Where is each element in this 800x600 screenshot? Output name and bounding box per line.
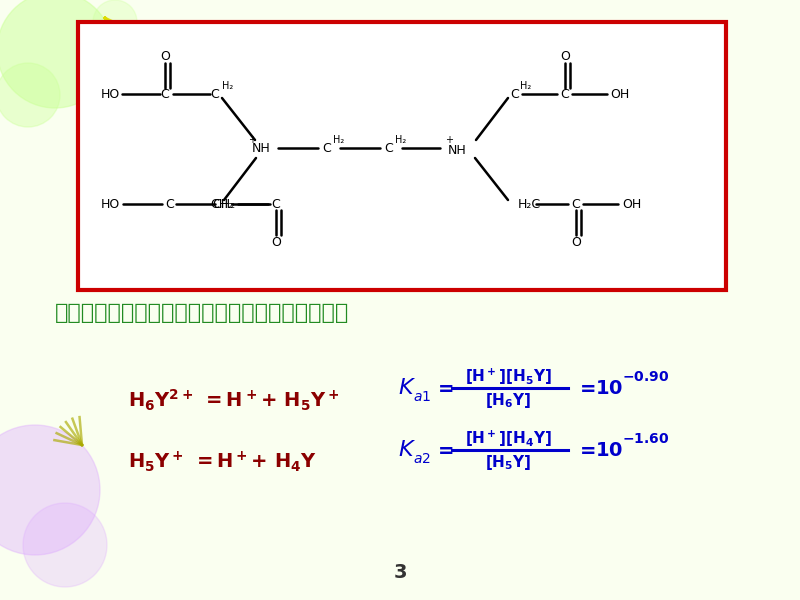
- Text: $\mathbf{[H^+][H_5Y]}$: $\mathbf{[H^+][H_5Y]}$: [465, 367, 551, 387]
- Text: NH: NH: [448, 143, 466, 157]
- Text: CH₂: CH₂: [210, 197, 234, 211]
- Text: $\mathbf{-0.90}$: $\mathbf{-0.90}$: [622, 370, 670, 384]
- Text: H₂: H₂: [520, 81, 531, 91]
- Text: $\mathit{a1}$: $\mathit{a1}$: [413, 390, 431, 404]
- Text: $\mathbf{-1.60}$: $\mathbf{-1.60}$: [622, 432, 670, 446]
- Text: $\mathbf{10}$: $\mathbf{10}$: [595, 379, 623, 397]
- Circle shape: [0, 63, 60, 127]
- FancyBboxPatch shape: [78, 22, 726, 290]
- Text: $\mathbf{[H^+][H_4Y]}$: $\mathbf{[H^+][H_4Y]}$: [465, 429, 551, 449]
- Text: C: C: [322, 142, 331, 154]
- Text: C: C: [272, 197, 280, 211]
- Text: +: +: [445, 135, 453, 145]
- Text: C: C: [210, 88, 219, 100]
- Text: C: C: [385, 142, 394, 154]
- Text: O: O: [571, 235, 581, 248]
- Text: 在水溶液中存在有六级离解平衡和七种存在形式：: 在水溶液中存在有六级离解平衡和七种存在形式：: [55, 303, 350, 323]
- Text: C: C: [161, 88, 170, 100]
- Text: C: C: [561, 88, 570, 100]
- Text: $\mathbf{=}$: $\mathbf{=}$: [434, 379, 454, 397]
- Circle shape: [0, 425, 100, 555]
- Text: CH₂: CH₂: [213, 197, 235, 211]
- Text: O: O: [271, 235, 281, 248]
- Text: H₂C: H₂C: [518, 197, 541, 211]
- Text: +: +: [248, 135, 256, 145]
- Circle shape: [93, 0, 137, 44]
- Text: NH: NH: [252, 142, 270, 155]
- Text: $\mathbf{H_6Y^{2+}\ =H^+\!+\,H_5Y^+}$: $\mathbf{H_6Y^{2+}\ =H^+\!+\,H_5Y^+}$: [128, 388, 339, 413]
- Text: OH: OH: [622, 197, 642, 211]
- Text: $\mathbf{=}$: $\mathbf{=}$: [576, 379, 596, 397]
- Text: HO: HO: [100, 88, 120, 100]
- Text: OH: OH: [610, 88, 630, 100]
- Text: C: C: [510, 88, 519, 100]
- Text: O: O: [160, 49, 170, 62]
- Text: $\mathit{a2}$: $\mathit{a2}$: [413, 452, 431, 466]
- Text: $\mathbf{=}$: $\mathbf{=}$: [434, 440, 454, 460]
- Text: H₂: H₂: [395, 135, 406, 145]
- Circle shape: [23, 503, 107, 587]
- Text: $\mathit{K}$: $\mathit{K}$: [398, 440, 416, 460]
- Text: O: O: [560, 49, 570, 62]
- Text: $\mathbf{[H_6Y]}$: $\mathbf{[H_6Y]}$: [485, 391, 531, 409]
- Text: $\mathit{K}$: $\mathit{K}$: [398, 378, 416, 398]
- Text: HO: HO: [100, 197, 120, 211]
- Text: H₂: H₂: [333, 135, 344, 145]
- Text: $\mathbf{H_5Y^+\ =H^+\!+\,H_4Y}$: $\mathbf{H_5Y^+\ =H^+\!+\,H_4Y}$: [128, 450, 317, 474]
- Text: C: C: [572, 197, 580, 211]
- Text: 3: 3: [394, 563, 406, 583]
- Text: C: C: [166, 197, 174, 211]
- Circle shape: [0, 0, 113, 108]
- Text: $\mathbf{=}$: $\mathbf{=}$: [576, 440, 596, 460]
- Text: $\mathbf{[H_5Y]}$: $\mathbf{[H_5Y]}$: [485, 452, 531, 472]
- Text: $\mathbf{10}$: $\mathbf{10}$: [595, 440, 623, 460]
- Text: H₂: H₂: [222, 81, 234, 91]
